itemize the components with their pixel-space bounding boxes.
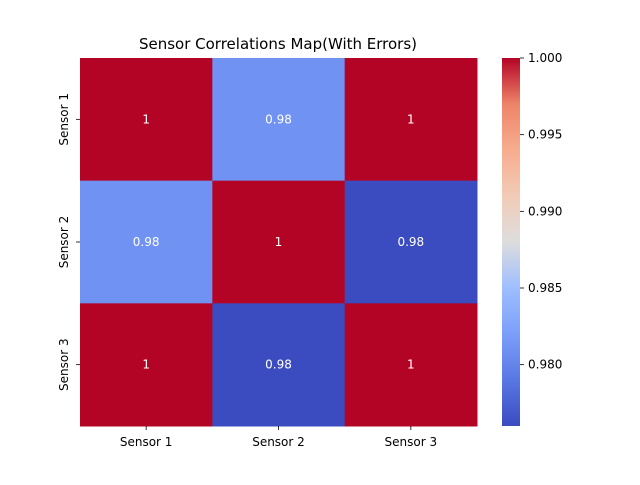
colorbar-tick-label: 0.980 [528, 358, 562, 372]
heatmap-cell [80, 303, 213, 427]
cell-value-label: 0.98 [397, 235, 424, 249]
heatmap-cell [344, 303, 478, 427]
heatmap-cell [344, 58, 478, 182]
colorbar: 0.980 0.985 0.990 0.995 1.000 [502, 51, 562, 426]
heatmap-cell [344, 180, 478, 304]
cell-value-label: 0.98 [265, 112, 292, 126]
cell-value-label: 0.98 [265, 358, 292, 372]
cell-value-label: 1 [407, 358, 415, 372]
y-tick-label: Sensor 1 [57, 93, 71, 146]
y-axis: Sensor 1 Sensor 2 Sensor 3 [57, 93, 80, 391]
heatmap-cell [212, 180, 346, 304]
x-tick-label: Sensor 1 [120, 435, 173, 449]
heatmap-cells [80, 58, 478, 427]
chart-title: Sensor Correlations Map(With Errors) [139, 35, 417, 53]
heatmap-cell [80, 58, 213, 182]
cell-value-label: 1 [142, 112, 150, 126]
colorbar-tick-label: 0.990 [528, 204, 562, 218]
cell-value-label: 1 [407, 112, 415, 126]
heatmap-cell [212, 303, 346, 427]
y-tick-label: Sensor 2 [57, 216, 71, 269]
colorbar-gradient [502, 58, 520, 426]
cell-value-label: 0.98 [133, 235, 160, 249]
y-tick-label: Sensor 3 [57, 338, 71, 391]
heatmap-cell-labels: 1 0.98 1 0.98 1 0.98 1 0.98 1 [133, 112, 424, 371]
colorbar-tick-label: 0.985 [528, 281, 562, 295]
heatmap-cell [212, 58, 346, 182]
colorbar-tick-label: 1.000 [528, 51, 562, 65]
cell-value-label: 1 [142, 358, 150, 372]
heatmap-cell [80, 180, 213, 304]
cell-value-label: 1 [275, 235, 283, 249]
x-tick-label: Sensor 2 [252, 435, 305, 449]
colorbar-tick-label: 0.995 [528, 128, 562, 142]
x-tick-label: Sensor 3 [385, 435, 438, 449]
x-axis: Sensor 1 Sensor 2 Sensor 3 [120, 426, 437, 449]
